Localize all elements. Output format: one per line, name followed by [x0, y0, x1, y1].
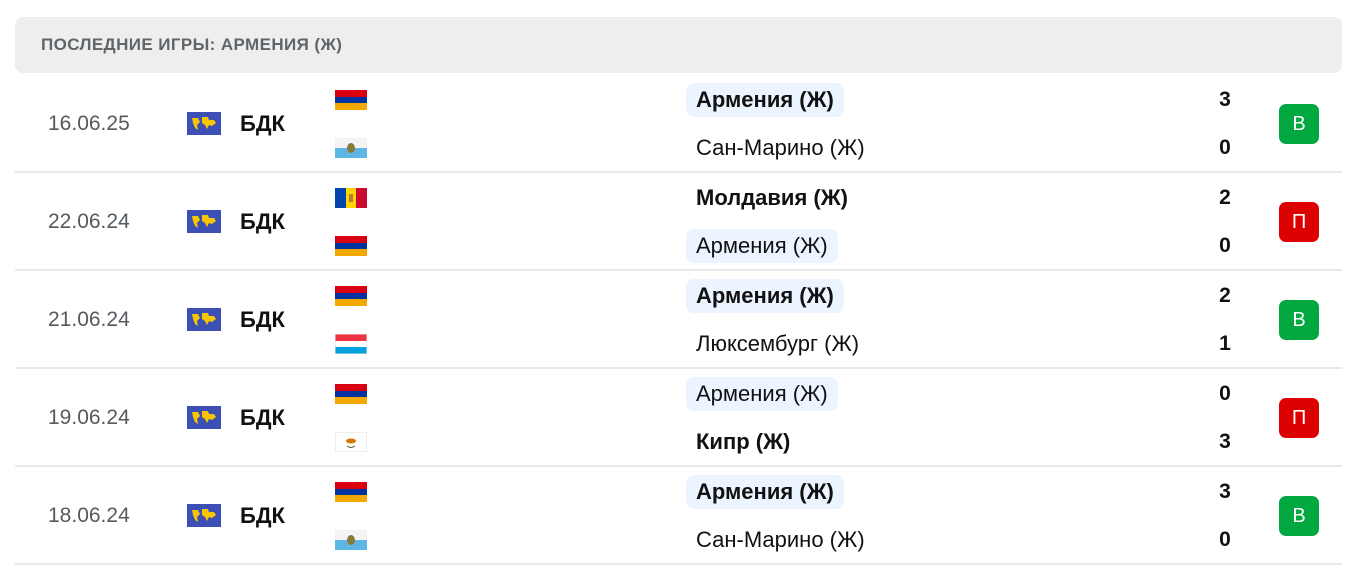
match-date: 16.06.25 — [48, 112, 130, 135]
away-score: 1 — [1219, 332, 1231, 355]
match-date: 22.06.24 — [48, 210, 130, 233]
match-row[interactable]: 16.06.25 БДК Армения (Ж) 3 Сан-Марино (Ж… — [15, 75, 1342, 173]
section-title: ПОСЛЕДНИЕ ИГРЫ: АРМЕНИЯ (Ж) — [41, 35, 343, 54]
home-team: Армения (Ж) 0 — [335, 377, 1231, 411]
away-team-name[interactable]: Сан-Марино (Ж) — [696, 135, 865, 160]
moldova-flag-icon — [335, 188, 367, 208]
result-badge-loss: П — [1279, 398, 1319, 438]
away-team: Люксембург (Ж) 1 — [334, 327, 1231, 361]
armenia-flag-icon — [335, 482, 367, 502]
away-team: Кипр (Ж) 3 — [334, 425, 1231, 459]
competition-label[interactable]: БДК — [240, 307, 285, 332]
match-row[interactable]: 21.06.24 БДК Армения (Ж) 2 Люксембург (Ж… — [15, 271, 1342, 369]
away-score: 0 — [1219, 234, 1231, 257]
result-badge-win: В — [1279, 300, 1319, 340]
san-marino-flag-icon — [335, 530, 367, 550]
home-team: Молдавия (Ж) 2 — [335, 181, 1231, 215]
match-date: 19.06.24 — [48, 406, 130, 429]
away-team-name[interactable]: Кипр (Ж) — [696, 429, 791, 454]
match-date: 21.06.24 — [48, 308, 130, 331]
away-team-name[interactable]: Сан-Марино (Ж) — [696, 527, 865, 552]
away-score: 0 — [1219, 136, 1231, 159]
world-map-icon — [187, 406, 221, 429]
match-row[interactable]: 19.06.24 БДК Армения (Ж) 0 Кипр (Ж) 3 П — [15, 369, 1342, 467]
home-team-name[interactable]: Армения (Ж) — [686, 83, 844, 117]
armenia-flag-icon — [335, 384, 367, 404]
result-badge-loss: П — [1279, 202, 1319, 242]
world-map-icon — [187, 308, 221, 331]
home-team: Армения (Ж) 3 — [335, 83, 1231, 117]
away-team: Сан-Марино (Ж) 0 — [335, 131, 1231, 165]
away-team-name[interactable]: Люксембург (Ж) — [696, 331, 860, 356]
home-score: 0 — [1219, 382, 1231, 405]
away-team-name[interactable]: Армения (Ж) — [686, 229, 838, 263]
armenia-flag-icon — [335, 236, 367, 256]
competition-label[interactable]: БДК — [240, 209, 285, 234]
armenia-flag-icon — [335, 286, 367, 306]
home-score: 3 — [1219, 88, 1231, 111]
home-team-name[interactable]: Молдавия (Ж) — [696, 185, 848, 210]
home-team-name[interactable]: Армения (Ж) — [686, 279, 844, 313]
match-row[interactable]: 22.06.24 БДК Молдавия (Ж) 2 Армения (Ж) … — [15, 173, 1342, 271]
cyprus-flag-icon — [334, 431, 368, 453]
competition-label[interactable]: БДК — [240, 405, 285, 430]
home-score: 2 — [1219, 186, 1231, 209]
away-team: Сан-Марино (Ж) 0 — [335, 523, 1231, 557]
competition-label[interactable]: БДК — [240, 111, 285, 136]
home-score: 2 — [1219, 284, 1231, 307]
world-map-icon — [187, 504, 221, 527]
result-badge-win: В — [1279, 496, 1319, 536]
home-team-name[interactable]: Армения (Ж) — [686, 475, 844, 509]
home-team: Армения (Ж) 3 — [335, 475, 1231, 509]
home-team-name[interactable]: Армения (Ж) — [686, 377, 838, 411]
away-team: Армения (Ж) 0 — [335, 229, 1231, 263]
competition-label[interactable]: БДК — [240, 503, 285, 528]
home-team: Армения (Ж) 2 — [335, 279, 1231, 313]
world-map-icon — [187, 210, 221, 233]
section-header: ПОСЛЕДНИЕ ИГРЫ: АРМЕНИЯ (Ж) — [15, 17, 1342, 73]
result-badge-win: В — [1279, 104, 1319, 144]
match-row[interactable]: 18.06.24 БДК Армения (Ж) 3 Сан-Марино (Ж… — [15, 467, 1342, 565]
away-score: 3 — [1219, 430, 1231, 453]
armenia-flag-icon — [335, 90, 367, 110]
home-score: 3 — [1219, 480, 1231, 503]
world-map-icon — [187, 112, 221, 135]
san-marino-flag-icon — [335, 138, 367, 158]
away-score: 0 — [1219, 528, 1231, 551]
match-date: 18.06.24 — [48, 504, 130, 527]
luxembourg-flag-icon — [334, 333, 368, 355]
